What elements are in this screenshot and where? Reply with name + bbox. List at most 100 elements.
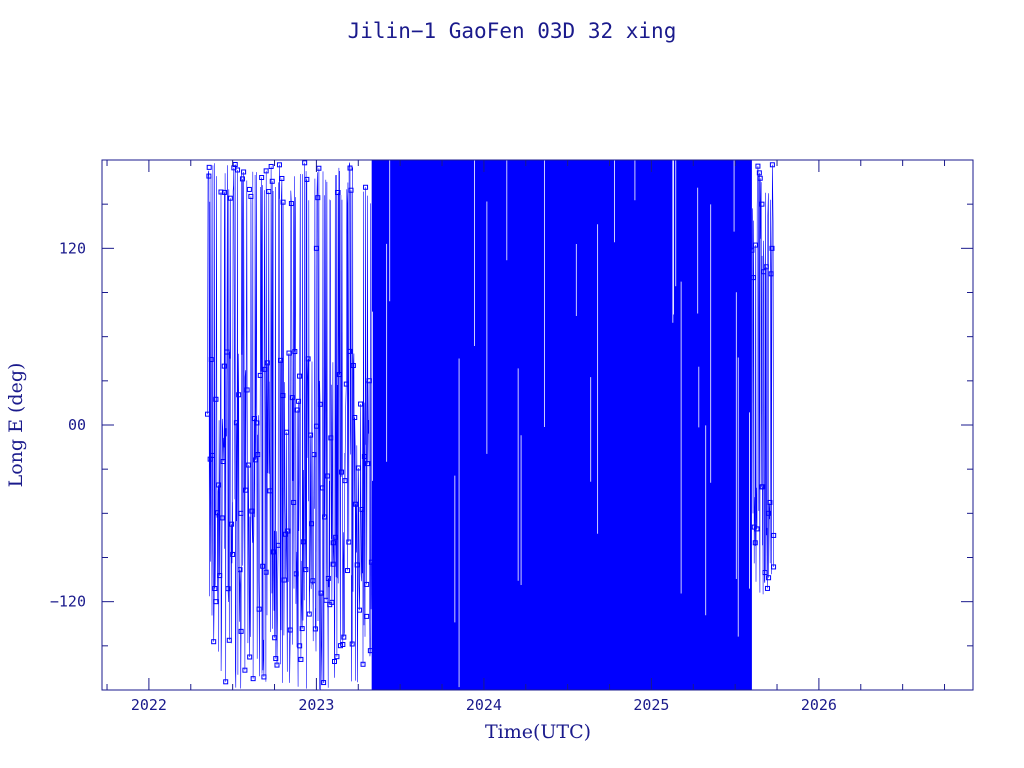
data-point	[761, 269, 767, 275]
data-track	[207, 162, 372, 690]
data-point	[225, 586, 231, 592]
data-point	[275, 542, 281, 548]
data-point	[347, 348, 353, 354]
data-point	[276, 162, 282, 168]
data-point	[242, 667, 248, 673]
data-point	[298, 656, 304, 662]
data-point	[213, 396, 219, 402]
x-axis-label: Time(UTC)	[485, 721, 591, 743]
data-point	[359, 506, 365, 512]
data-point	[316, 165, 322, 171]
data-point	[322, 514, 328, 520]
data-point	[294, 407, 300, 413]
data-point	[321, 680, 327, 686]
data-point	[348, 187, 354, 193]
data-point	[206, 173, 212, 179]
data-point	[769, 245, 775, 251]
data-point	[263, 168, 269, 174]
data-point	[291, 499, 297, 505]
data-point	[224, 349, 230, 355]
data-point	[205, 411, 211, 417]
data-point	[755, 163, 761, 169]
data-point	[216, 482, 222, 488]
ticks-layer: 2022 2023 2024 2025 2026 −120 00 120	[50, 159, 973, 714]
data-point	[293, 571, 299, 577]
data-point	[333, 534, 339, 540]
data-point	[247, 654, 253, 660]
data-point	[771, 564, 777, 570]
data-point	[365, 461, 371, 467]
data-point	[263, 569, 269, 575]
data-point	[303, 567, 309, 573]
data-point	[340, 641, 346, 647]
data-point	[286, 350, 292, 356]
data-point	[763, 264, 769, 270]
data-point	[236, 392, 242, 398]
data-point	[208, 356, 214, 362]
x-tick-label: 2026	[801, 696, 837, 714]
data-point	[262, 366, 268, 372]
data-point	[317, 401, 323, 407]
data-point	[311, 452, 317, 458]
data-point	[360, 661, 366, 667]
data-point	[768, 271, 774, 277]
data-point	[281, 577, 287, 583]
data-point	[313, 423, 319, 429]
data-point	[349, 641, 355, 647]
data-point	[230, 551, 236, 557]
data-point	[328, 435, 334, 441]
data-point	[364, 581, 370, 587]
data-point	[762, 570, 768, 576]
data-point	[332, 658, 338, 664]
data-point	[238, 628, 244, 634]
data-point	[760, 484, 766, 490]
data-point	[364, 613, 370, 619]
data-point	[226, 637, 232, 643]
data-point	[318, 590, 324, 596]
data-point	[361, 453, 367, 459]
y-axis-label: Long E (deg)	[5, 363, 27, 488]
data-point	[306, 611, 312, 617]
data-point	[325, 575, 331, 581]
data-point	[350, 363, 356, 369]
data-point	[355, 465, 361, 471]
data-point	[334, 654, 340, 660]
data-point	[257, 372, 263, 378]
data-layer	[205, 160, 777, 690]
data-point	[320, 485, 326, 491]
data-point	[235, 167, 241, 173]
data-point	[245, 462, 251, 468]
data-point	[270, 549, 276, 555]
data-point	[244, 387, 250, 393]
data-point	[206, 164, 212, 170]
data-point	[237, 567, 243, 573]
data-point	[752, 540, 758, 546]
data-point	[329, 599, 335, 605]
data-point	[335, 190, 341, 196]
data-point	[352, 415, 358, 421]
data-point	[269, 178, 275, 184]
data-point	[273, 656, 279, 662]
data-point	[366, 378, 372, 384]
data-point	[287, 627, 293, 633]
data-point	[345, 568, 351, 574]
y-tick-label: 00	[68, 416, 86, 434]
data-point	[300, 539, 306, 545]
data-point	[209, 452, 215, 458]
data-point	[296, 398, 302, 404]
data-point	[769, 162, 775, 168]
data-point	[750, 275, 756, 281]
data-point	[756, 170, 762, 176]
data-point	[248, 193, 254, 199]
data-point	[766, 575, 772, 581]
data-point	[221, 189, 227, 195]
data-point	[254, 420, 260, 426]
data-point	[313, 245, 319, 251]
data-point	[304, 176, 310, 182]
data-point	[330, 540, 336, 546]
data-point	[213, 599, 219, 605]
data-point	[274, 662, 280, 668]
data-point	[342, 478, 348, 484]
data-point	[749, 247, 755, 253]
